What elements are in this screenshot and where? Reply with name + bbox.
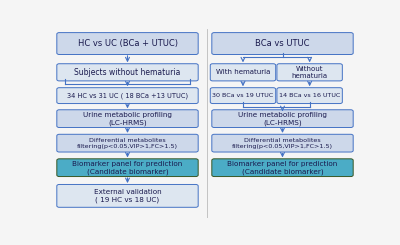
FancyBboxPatch shape — [57, 64, 198, 81]
Text: Urine metabolic profiling
(LC-HRMS): Urine metabolic profiling (LC-HRMS) — [83, 112, 172, 126]
FancyBboxPatch shape — [210, 88, 276, 104]
Text: Subjects without hematuria: Subjects without hematuria — [74, 68, 181, 77]
FancyBboxPatch shape — [210, 64, 276, 81]
Text: Without
hematuria: Without hematuria — [292, 66, 328, 79]
FancyBboxPatch shape — [57, 110, 198, 127]
Text: HC vs UC (BCa + UTUC): HC vs UC (BCa + UTUC) — [78, 39, 178, 48]
Text: 14 BCa vs 16 UTUC: 14 BCa vs 16 UTUC — [279, 93, 340, 98]
FancyBboxPatch shape — [212, 33, 353, 54]
FancyBboxPatch shape — [57, 159, 198, 177]
FancyBboxPatch shape — [57, 33, 198, 54]
FancyBboxPatch shape — [212, 159, 353, 177]
Text: With hematuria: With hematuria — [216, 69, 270, 75]
FancyBboxPatch shape — [57, 134, 198, 152]
FancyBboxPatch shape — [277, 88, 342, 104]
Text: BCa vs UTUC: BCa vs UTUC — [255, 39, 310, 48]
FancyBboxPatch shape — [57, 88, 198, 104]
FancyBboxPatch shape — [212, 110, 353, 127]
Text: Biomarker panel for prediction
(Candidate biomarker): Biomarker panel for prediction (Candidat… — [227, 161, 338, 175]
Text: 34 HC vs 31 UC ( 18 BCa +13 UTUC): 34 HC vs 31 UC ( 18 BCa +13 UTUC) — [67, 92, 188, 99]
Text: Differential metabolites
filtering(p<0.05,VIP>1,FC>1.5): Differential metabolites filtering(p<0.0… — [232, 137, 333, 149]
Text: Urine metabolic profiling
(LC-HRMS): Urine metabolic profiling (LC-HRMS) — [238, 112, 327, 126]
Text: Differential metabolites
filtering(p<0.05,VIP>1,FC>1.5): Differential metabolites filtering(p<0.0… — [77, 137, 178, 149]
Text: 30 BCa vs 19 UTUC: 30 BCa vs 19 UTUC — [212, 93, 274, 98]
FancyBboxPatch shape — [57, 184, 198, 207]
Text: Biomarker panel for prediction
(Candidate biomarker): Biomarker panel for prediction (Candidat… — [72, 161, 183, 175]
Text: External validation
( 19 HC vs 18 UC): External validation ( 19 HC vs 18 UC) — [94, 189, 161, 203]
FancyBboxPatch shape — [212, 134, 353, 152]
FancyBboxPatch shape — [277, 64, 342, 81]
